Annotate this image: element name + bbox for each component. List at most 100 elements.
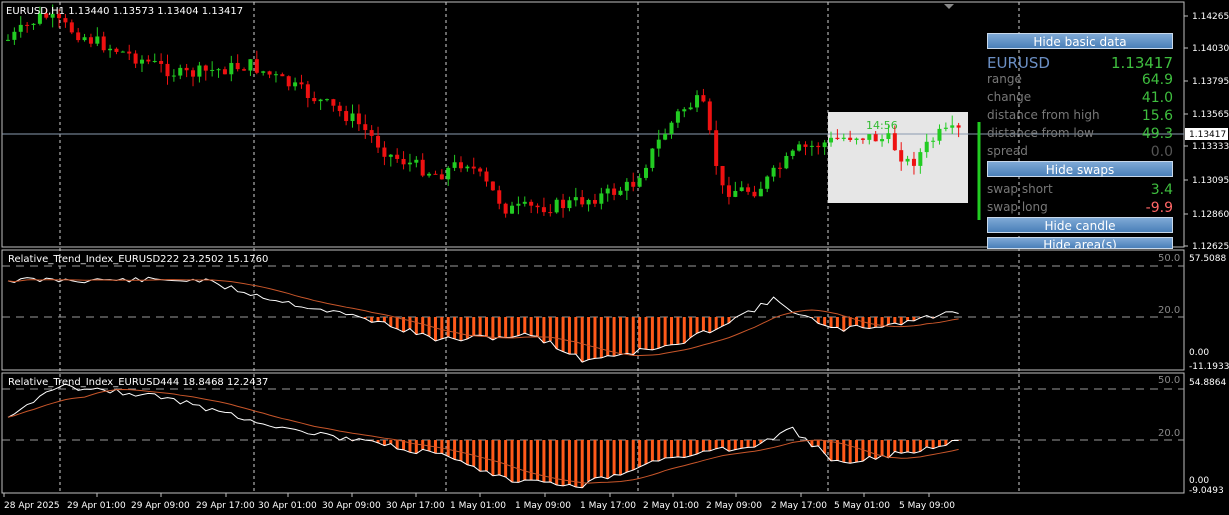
indicator-level-label: 20.0 xyxy=(1158,428,1180,439)
candle-body xyxy=(503,203,508,214)
candle-body xyxy=(880,138,885,142)
candle-body xyxy=(637,177,642,187)
hide-basic-data-button[interactable]: Hide basic data xyxy=(987,33,1173,49)
candle-body xyxy=(701,95,706,102)
candle-body xyxy=(401,158,406,165)
candle-body xyxy=(222,69,227,75)
candle-body xyxy=(554,199,559,213)
candle-body xyxy=(669,122,674,134)
candle-body xyxy=(382,147,387,157)
time-tick-label: 1 May 09:00 xyxy=(515,501,571,511)
candle-body xyxy=(248,59,253,71)
time-tick-label: 29 Apr 01:00 xyxy=(67,501,126,511)
candle-body xyxy=(108,48,113,51)
candle-body xyxy=(746,187,751,192)
price-tick-label: 1.13095 xyxy=(1192,176,1229,186)
indicator1-pane xyxy=(1,249,1185,371)
candle-body xyxy=(675,111,680,123)
info-value: 64.9 xyxy=(1141,72,1173,88)
candle-body xyxy=(682,109,687,112)
candle-body xyxy=(790,150,795,156)
candle-body xyxy=(873,134,878,142)
price-tick-label: 1.13795 xyxy=(1192,77,1229,87)
candle-body xyxy=(216,69,221,71)
indicator1-header: Relative_Trend_Index_EURUSD222 23.2502 1… xyxy=(8,254,268,265)
candle-body xyxy=(95,36,100,44)
candle-body xyxy=(261,71,266,73)
candle-body xyxy=(465,166,470,169)
candle-body xyxy=(44,13,49,18)
candle-body xyxy=(777,167,782,169)
candle-body xyxy=(37,13,42,24)
indicator-level-label: 20.0 xyxy=(1158,305,1180,316)
swap-label: swap long xyxy=(987,200,1048,214)
time-tick-label: 1 May 17:00 xyxy=(580,501,636,511)
candle-body xyxy=(101,36,106,51)
candle-body xyxy=(325,99,329,101)
candle-body xyxy=(139,59,144,64)
candle-body xyxy=(88,37,93,44)
info-value: 49.3 xyxy=(1141,126,1173,142)
candle-body xyxy=(726,185,731,197)
candle-body xyxy=(439,174,444,180)
main-header: EURUSD,H1 1.13440 1.13573 1.13404 1.1341… xyxy=(6,6,243,17)
candle-body xyxy=(733,190,738,197)
candle-body xyxy=(573,197,578,201)
candle-body xyxy=(82,37,87,41)
candle-body xyxy=(312,97,317,102)
candle-body xyxy=(586,199,591,205)
signal-line xyxy=(7,279,959,356)
candle-body xyxy=(816,145,821,148)
candle-body xyxy=(784,155,789,169)
candle-body xyxy=(592,199,597,204)
candle-body xyxy=(803,144,808,147)
candle-body xyxy=(414,159,419,163)
shift-marker-icon[interactable] xyxy=(944,4,954,9)
indicator-axis-label: -11.1933 xyxy=(1189,362,1229,372)
info-label: distance from low xyxy=(987,126,1094,140)
candle-body xyxy=(171,75,176,77)
candle-body xyxy=(771,167,776,177)
candle-body xyxy=(497,190,502,204)
candle-body xyxy=(886,133,891,139)
candle-body xyxy=(580,197,585,205)
candle-body xyxy=(452,162,457,168)
candle-body xyxy=(848,137,853,140)
info-label: distance from high xyxy=(987,108,1100,122)
candle-body xyxy=(127,51,132,54)
candle-body xyxy=(943,127,948,129)
candle-body xyxy=(388,154,393,157)
current-price-tag xyxy=(1185,128,1228,140)
time-tick-label: 30 Apr 17:00 xyxy=(386,501,445,511)
rti-line xyxy=(7,383,959,489)
candle-body xyxy=(599,193,604,204)
info-row: spread 0.0 xyxy=(987,144,1175,161)
info-value: 41.0 xyxy=(1141,90,1173,106)
candle-body xyxy=(931,140,936,142)
candle-body xyxy=(350,113,355,122)
candle-body xyxy=(809,145,814,147)
hide-swaps-button[interactable]: Hide swaps xyxy=(987,161,1173,177)
candle-body xyxy=(305,84,310,98)
candle-body xyxy=(478,168,483,172)
candle-body xyxy=(356,113,361,125)
candle-body xyxy=(331,99,336,106)
candle-body xyxy=(561,199,566,209)
candle-body xyxy=(76,32,81,41)
candle-body xyxy=(280,74,285,77)
hide-area-button[interactable]: Hide area(s) xyxy=(987,237,1173,249)
candle-body xyxy=(146,59,151,62)
candle-body xyxy=(612,188,617,195)
hide-candle-button[interactable]: Hide candle xyxy=(987,217,1173,233)
candle-body xyxy=(618,190,623,195)
indicator-axis-label: 0.00 xyxy=(1189,476,1209,486)
price-tick-label: 1.14030 xyxy=(1192,44,1229,54)
candle-body xyxy=(178,67,183,76)
time-tick-label: 5 May 09:00 xyxy=(899,501,955,511)
candle-body xyxy=(956,125,961,128)
candle-body xyxy=(407,162,412,165)
candle-body xyxy=(242,69,247,71)
indicator-level-label: 50.0 xyxy=(1158,375,1180,386)
candle-body xyxy=(829,137,834,143)
